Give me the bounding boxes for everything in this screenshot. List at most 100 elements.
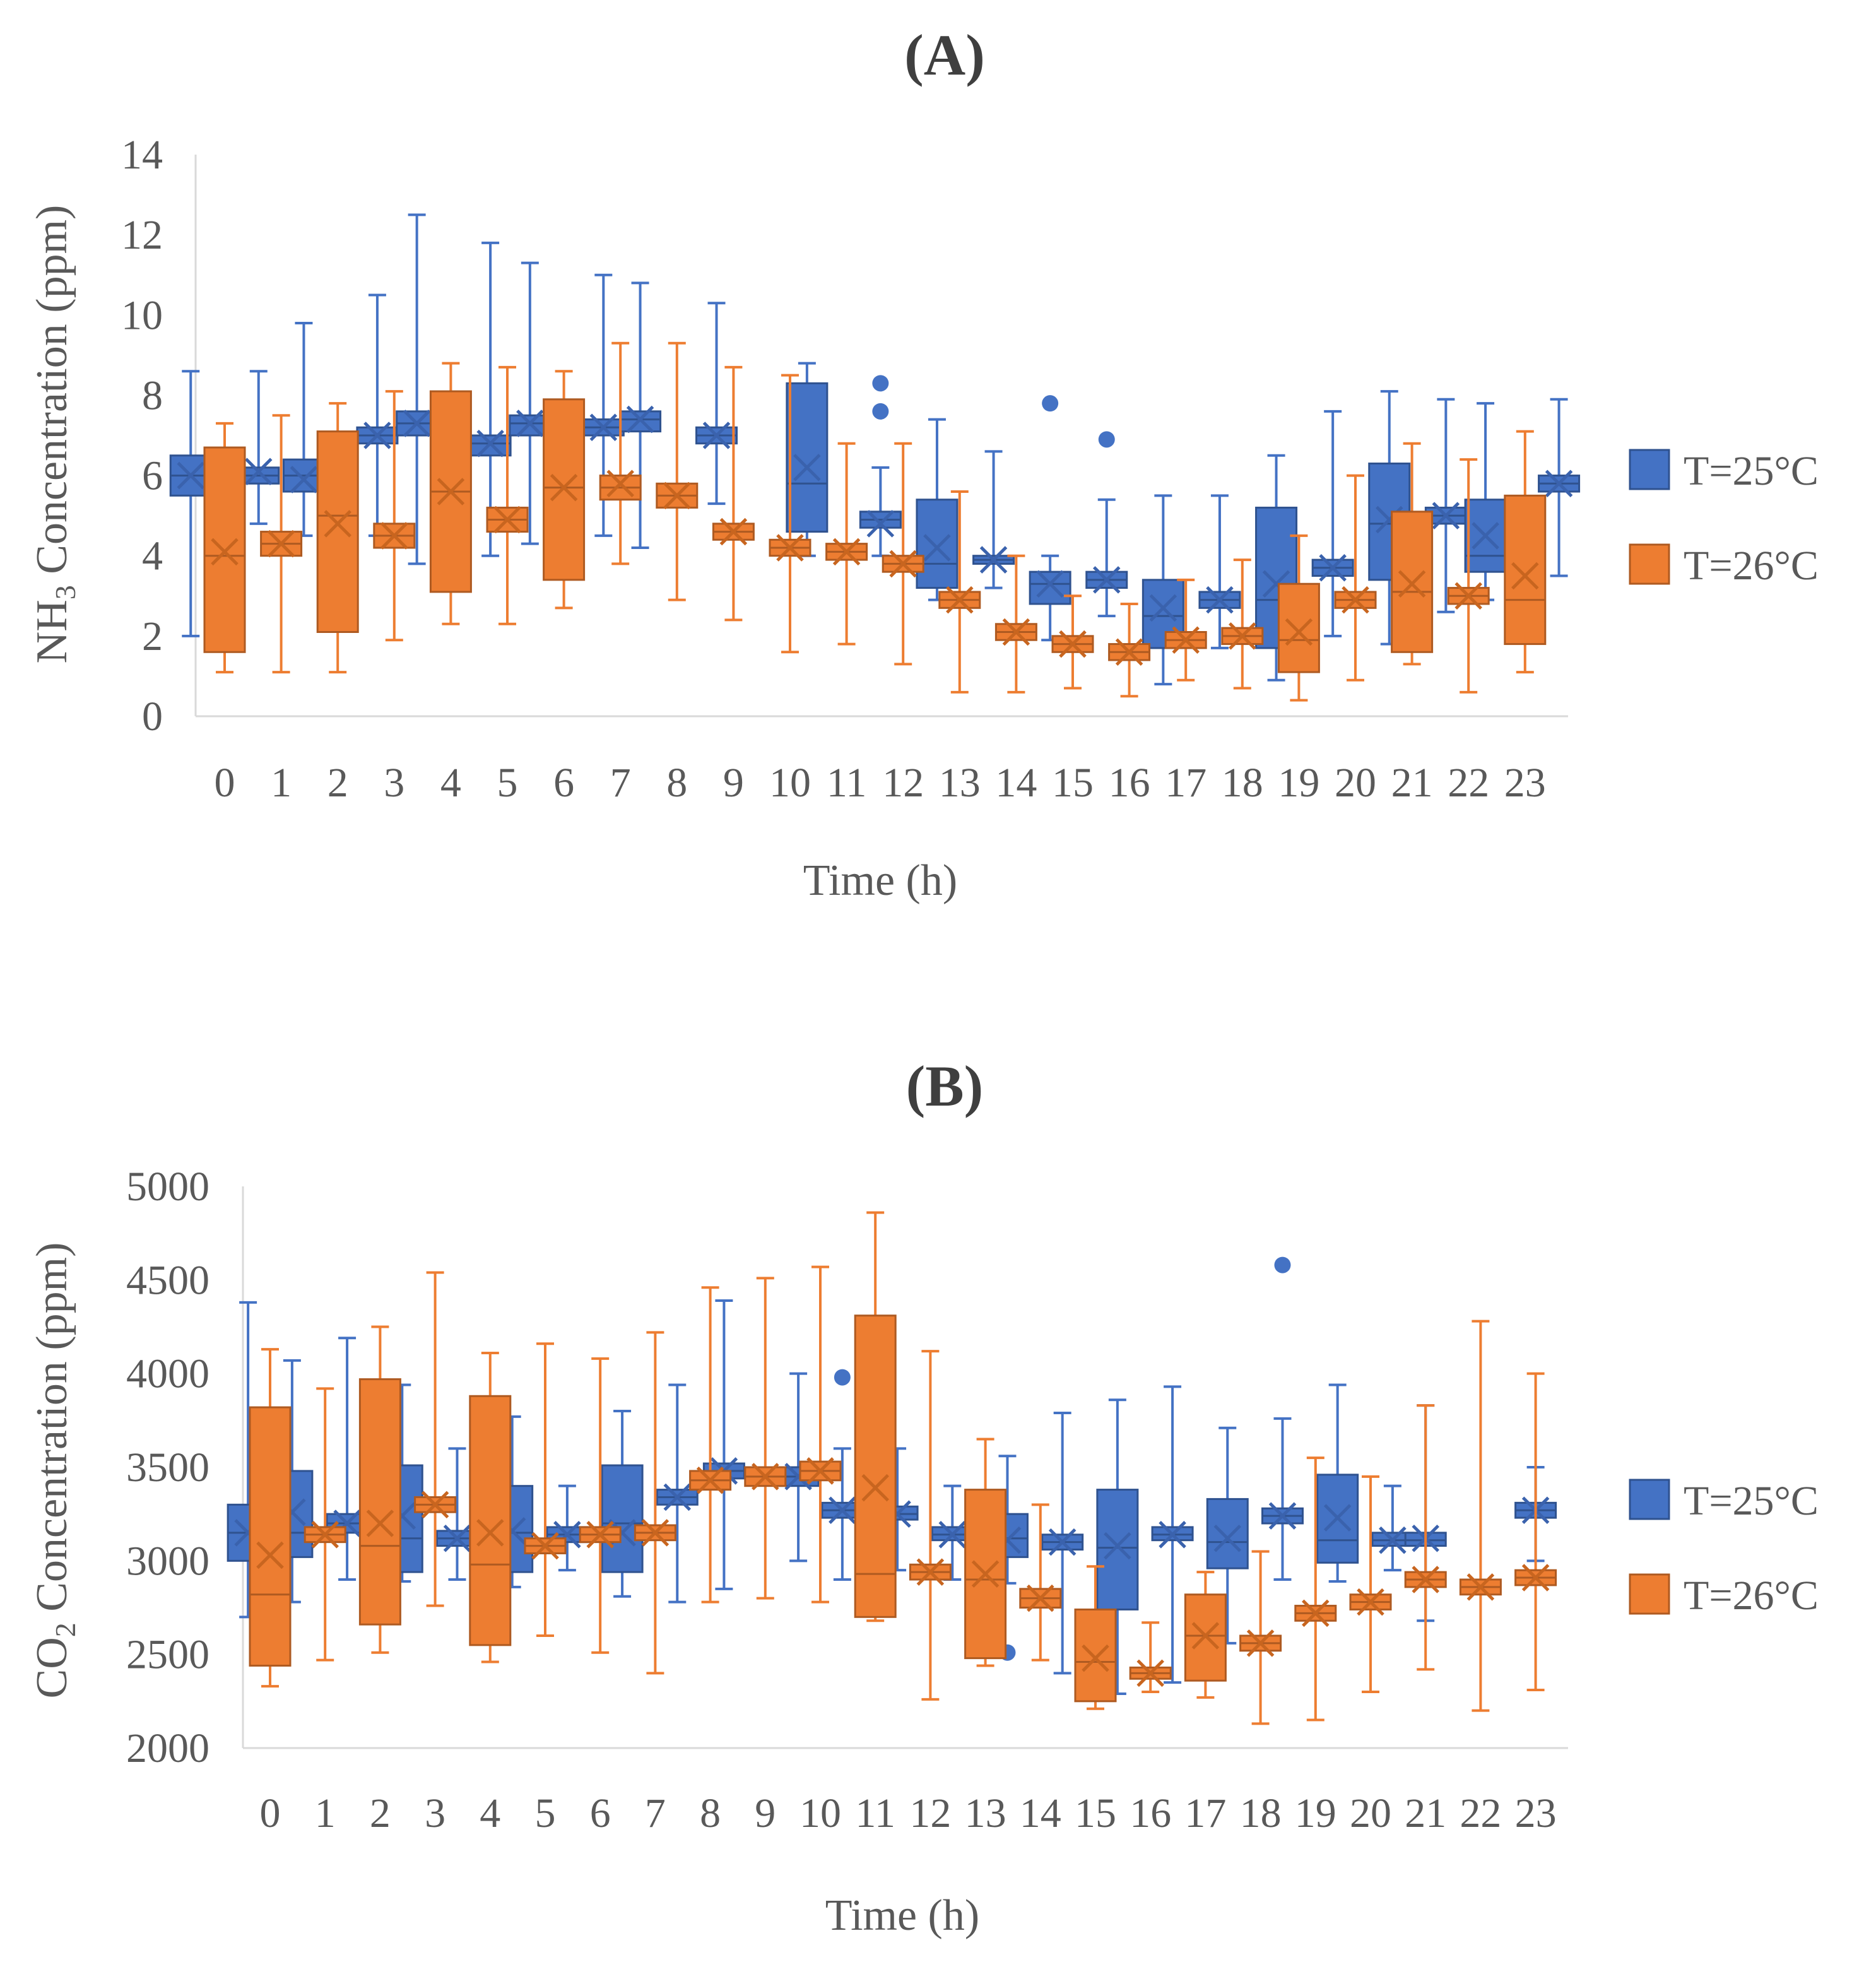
chart-a-box-t26 — [203, 422, 246, 674]
chart-b-box-t26 — [964, 1438, 1007, 1667]
chart-b-x-tick-label: 20 — [1350, 1790, 1391, 1836]
chart-b-box-t25 — [821, 1447, 864, 1581]
chart-b-box-t26 — [744, 1277, 787, 1600]
chart-b-mean-marker-t25 — [829, 1496, 856, 1525]
chart-b-x-tick-label: 12 — [909, 1790, 951, 1836]
chart-b-mean-marker-t26 — [1521, 1564, 1550, 1592]
chart-a-box-body-t26 — [1504, 494, 1547, 646]
chart-a-box-body-t26 — [316, 430, 359, 634]
chart-b-x-tick-label: 19 — [1295, 1790, 1336, 1836]
chart-a-mean-marker-t25 — [1319, 554, 1347, 582]
chart-b-box-t26 — [1074, 1565, 1117, 1710]
chart-b-mean-marker-t26 — [916, 1558, 945, 1586]
chart-b-mean-marker-t25 — [663, 1483, 692, 1511]
chart-a-mean-marker-t25 — [979, 546, 1008, 574]
chart-a-x-tick-label: 3 — [384, 760, 404, 806]
chart-b: (B) CO2 Concentration (ppm) Time (h) 200… — [28, 1054, 1819, 1940]
chart-a-mean-marker-t26 — [776, 534, 804, 562]
chart-b-y-axis-label-pre: CO — [28, 1637, 76, 1698]
chart-a-mean-marker-t26 — [1285, 618, 1313, 646]
chart-a-mean-marker-t25 — [1149, 594, 1177, 622]
chart-a-mean-marker-t26 — [381, 522, 408, 550]
chart-b-y-axis-label-sub: 2 — [49, 1622, 81, 1637]
chart-b-mean-marker-t26 — [861, 1474, 889, 1502]
chart-a-mean-marker-t25 — [1432, 502, 1460, 529]
chart-a-x-tick-label: 11 — [827, 760, 867, 806]
chart-b-mean-marker-t26 — [1136, 1659, 1164, 1687]
chart-b-mean-marker-t26 — [531, 1532, 559, 1560]
chart-b-box-body-t25 — [601, 1464, 644, 1573]
chart-a-box-t26 — [825, 442, 868, 646]
chart-a-x-tick-label: 20 — [1335, 760, 1376, 806]
chart-b-x-tick-label: 21 — [1405, 1790, 1446, 1836]
chart-a-mean-marker-t26 — [1002, 618, 1030, 646]
chart-a-x-tick-label: 6 — [553, 760, 574, 806]
chart-b-box-body-t26 — [1074, 1608, 1117, 1703]
chart-a-legend: T=25°C T=26°C — [1629, 448, 1819, 589]
chart-b-x-ticks: 0 1 2 3 4 5 6 7 8 9 10 11 12 13 14 15 16 17 18 19 20 21 22 23 — [260, 1790, 1557, 1836]
chart-a-box-t26 — [938, 490, 981, 694]
chart-b-box-body-t25 — [1206, 1498, 1249, 1569]
chart-a-x-tick-label: 0 — [215, 760, 235, 806]
chart-a-mean-marker-t25 — [516, 410, 544, 437]
chart-a-mean-marker-t26 — [1229, 622, 1256, 650]
chart-b-box-t26 — [1184, 1571, 1227, 1699]
chart-b-legend-swatch-t26 — [1629, 1573, 1670, 1615]
chart-a-y-tick-label: 4 — [142, 533, 163, 579]
chart-a-mean-marker-t26 — [1511, 562, 1539, 590]
chart-b-box-t26 — [1349, 1475, 1392, 1693]
chart-b-x-tick-label: 8 — [700, 1790, 721, 1836]
chart-b-x-tick-label: 7 — [645, 1790, 666, 1836]
chart-b-x-tick-label: 9 — [755, 1790, 776, 1836]
chart-a-box-t26 — [1277, 534, 1320, 702]
chart-b-x-tick-label: 1 — [315, 1790, 336, 1836]
chart-b-mean-marker-t25 — [1104, 1532, 1131, 1560]
chart-b-box-t26 — [1514, 1372, 1557, 1692]
chart-a-box-t25 — [237, 370, 280, 525]
chart-b-box-t26 — [1404, 1404, 1447, 1671]
chart-a-mean-marker-t26 — [663, 481, 691, 510]
chart-b-y-tick-label: 4000 — [126, 1351, 209, 1397]
chart-a-mean-marker-t26 — [493, 505, 521, 534]
chart-a-y-tick-label: 10 — [121, 292, 163, 338]
chart-a-y-axis-label-sub: 3 — [49, 585, 81, 600]
chart-a-y-tick-label: 0 — [142, 694, 163, 740]
chart-a-mean-marker-t25 — [923, 534, 951, 562]
chart-a-x-tick-label: 9 — [723, 760, 744, 806]
chart-b-mean-marker-t26 — [366, 1509, 394, 1537]
chart-a-box-t25 — [1424, 398, 1467, 613]
chart-a-box-t25 — [469, 241, 512, 557]
chart-a-y-tick-label: 12 — [121, 212, 163, 258]
chart-a-box-t26 — [486, 365, 529, 625]
chart-a-mean-marker-t25 — [363, 422, 391, 449]
chart-a: (A) NH3 Concentration (ppm) Time (h) 024… — [28, 23, 1819, 905]
chart-a-mean-marker-t26 — [946, 586, 974, 614]
chart-a-y-tick-label: 8 — [142, 372, 163, 418]
chart-b-mean-marker-t26 — [256, 1541, 284, 1569]
chart-a-box-t26 — [1051, 594, 1094, 690]
chart-b-x-tick-label: 3 — [425, 1790, 445, 1836]
chart-a-box-body-t25 — [1029, 570, 1071, 605]
chart-a-box-t25 — [972, 450, 1015, 589]
chart-a-x-axis-label: Time (h) — [803, 856, 957, 905]
chart-b-mean-marker-t26 — [1191, 1622, 1220, 1650]
chart-a-mean-marker-t26 — [1454, 582, 1482, 610]
chart-a-y-tick-label: 2 — [142, 613, 163, 659]
chart-b-box-t26 — [1239, 1550, 1282, 1725]
chart-b-box-t25 — [1316, 1383, 1359, 1583]
chart-b-box-t26 — [1129, 1621, 1172, 1693]
chart-b-legend: T=25°C T=26°C — [1629, 1478, 1819, 1619]
chart-b-box-t25 — [1206, 1426, 1249, 1645]
chart-b-box-t26 — [689, 1286, 732, 1604]
chart-a-box-body-t25 — [916, 499, 959, 589]
chart-a-mean-marker-t25 — [1206, 586, 1234, 614]
chart-b-box-t25 — [1261, 1417, 1304, 1581]
chart-b-y-tick-label: 2000 — [126, 1725, 209, 1771]
chart-b-box-t25 — [1041, 1411, 1084, 1675]
chart-a-box-t25 — [582, 273, 625, 537]
chart-b-x-tick-label: 10 — [799, 1790, 841, 1836]
chart-a-x-tick-label: 4 — [440, 760, 461, 806]
chart-a-y-axis-label-post: Concentration (ppm) — [28, 205, 76, 586]
chart-a-x-tick-label: 14 — [995, 760, 1037, 806]
chart-a-box-t25 — [1085, 498, 1128, 618]
